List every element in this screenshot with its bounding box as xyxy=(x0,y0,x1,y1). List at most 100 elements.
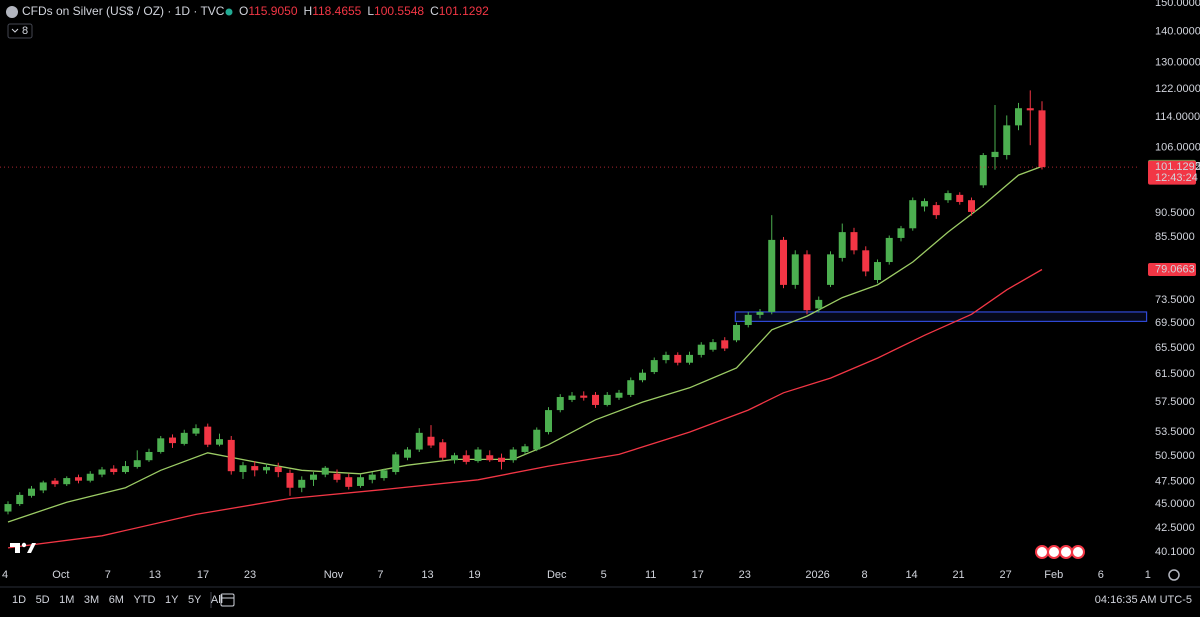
timeframe-button[interactable]: 6M xyxy=(109,594,124,606)
ma-line xyxy=(7,165,1043,523)
y-tick-label: 50.5000 xyxy=(1155,450,1195,462)
event-icon[interactable] xyxy=(1071,545,1085,559)
x-tick-label: 17 xyxy=(692,569,704,581)
candle-body xyxy=(874,262,882,280)
y-tick-label: 114.0000 xyxy=(1155,111,1200,123)
candle-body xyxy=(98,469,106,475)
candle-body xyxy=(662,354,670,361)
timeframe-button[interactable]: All xyxy=(211,594,223,606)
y-tick-label: 73.5000 xyxy=(1155,294,1195,306)
candle-body xyxy=(63,478,71,485)
candle-body xyxy=(1003,125,1011,156)
candle-body xyxy=(862,250,870,272)
timeframe-button[interactable]: 1Y xyxy=(165,594,179,606)
candle-body xyxy=(791,254,799,285)
y-tick-label: 90.5000 xyxy=(1155,207,1195,219)
candle-body xyxy=(627,380,635,395)
event-icon[interactable] xyxy=(1035,545,1049,559)
candle-body xyxy=(803,254,811,311)
candle-body xyxy=(439,442,447,458)
candle-body xyxy=(486,455,494,461)
candle-body xyxy=(251,466,259,471)
x-tick-label: Nov xyxy=(324,569,344,581)
candle-body xyxy=(121,466,129,473)
y-tick-label: 45.0000 xyxy=(1155,498,1195,510)
candle-body xyxy=(732,324,740,341)
event-icon[interactable] xyxy=(1047,545,1061,559)
indicator-toggle[interactable] xyxy=(7,23,33,39)
candle-body xyxy=(392,454,400,473)
candle-body xyxy=(697,344,705,355)
ohlc-key: L xyxy=(367,4,374,18)
candle-body xyxy=(133,460,141,467)
timeframe-button[interactable]: 1D xyxy=(12,594,26,606)
candle-body xyxy=(827,254,835,285)
candle-body xyxy=(685,354,693,363)
y-tick-label: 85.5000 xyxy=(1155,231,1195,243)
candle-body xyxy=(979,155,987,186)
event-icon[interactable] xyxy=(1059,545,1073,559)
candle-body xyxy=(462,455,470,462)
x-tick-label: Dec xyxy=(547,569,567,581)
candle-body xyxy=(932,205,940,216)
timeframe-button[interactable]: 5Y xyxy=(188,594,202,606)
candle-body xyxy=(321,467,329,475)
x-tick-label: 21 xyxy=(952,569,964,581)
candle-body xyxy=(51,480,59,485)
candle-body xyxy=(744,314,752,325)
candle-body xyxy=(309,474,317,480)
y-tick-label: 61.5000 xyxy=(1155,368,1195,380)
x-tick-label: 6 xyxy=(1098,569,1104,581)
ohlc-key: C xyxy=(430,4,439,18)
candle-body xyxy=(157,438,165,452)
candle-body xyxy=(286,472,294,488)
timeframe-button[interactable]: 1M xyxy=(59,594,74,606)
candle-body xyxy=(27,488,35,496)
tradingview-logo xyxy=(10,542,36,553)
candle-body xyxy=(533,429,541,450)
date-range-button[interactable] xyxy=(220,593,235,607)
y-tick-label: 130.0000 xyxy=(1155,56,1200,68)
x-tick-label: 8 xyxy=(862,569,868,581)
y-tick-label: 40.1000 xyxy=(1155,546,1195,558)
candle-body xyxy=(39,482,47,491)
candle-body xyxy=(1038,110,1046,168)
market-status xyxy=(225,8,233,16)
ohlc-values: O115.9050 H118.4655 L100.5548 C101.1292 xyxy=(239,4,489,18)
price-badge-label: 101.1292 xyxy=(1155,161,1200,173)
ohlc-value: 101.1292 xyxy=(439,4,489,18)
timeframe-button[interactable]: YTD xyxy=(133,594,155,606)
event-icons[interactable] xyxy=(1035,545,1085,559)
candle-body xyxy=(16,494,24,505)
candle-body xyxy=(815,299,823,309)
y-tick-label: 57.5000 xyxy=(1155,396,1195,408)
calendar-icon[interactable] xyxy=(220,593,235,607)
x-tick-label: Feb xyxy=(1044,569,1063,581)
indicator-count: 8 xyxy=(22,25,28,37)
candle-body xyxy=(86,473,94,481)
candle-body xyxy=(509,449,517,461)
y-tick-label: 47.5000 xyxy=(1155,475,1195,487)
timeframe-button[interactable]: 3M xyxy=(84,594,99,606)
candle-body xyxy=(615,392,623,398)
candle-body xyxy=(991,151,999,158)
candle-body xyxy=(544,410,552,433)
candle-body xyxy=(721,340,729,349)
x-tick-label: 13 xyxy=(149,569,161,581)
settings-icon[interactable] xyxy=(1168,569,1180,581)
y-tick-label: 53.5000 xyxy=(1155,426,1195,438)
candle-body xyxy=(956,194,964,202)
candle-body xyxy=(239,465,247,473)
candle-body xyxy=(885,237,893,263)
candle-body xyxy=(921,201,929,207)
timeframe-button[interactable]: 5D xyxy=(36,594,50,606)
logo-part xyxy=(21,542,27,548)
candle-body xyxy=(145,451,153,461)
clock: 04:16:35 AM UTC-5 xyxy=(1095,594,1192,606)
candle-body xyxy=(674,354,682,363)
y-tick-label: 69.5000 xyxy=(1155,317,1195,329)
candle-body xyxy=(380,470,388,479)
candle-body xyxy=(897,228,905,238)
candle-body xyxy=(968,200,976,212)
x-tick-label: 11 xyxy=(645,569,656,581)
